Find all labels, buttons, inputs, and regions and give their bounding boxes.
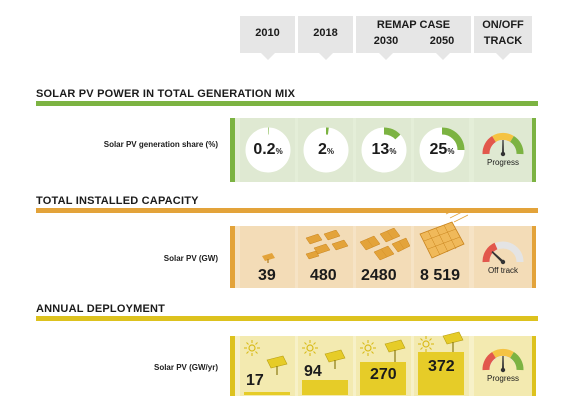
- panel-edge: [230, 226, 235, 288]
- panel-edge: [531, 118, 536, 182]
- donut-share-arc: [419, 127, 465, 173]
- deployment-value-2018: 94: [304, 363, 322, 380]
- row-label-generation-share: Solar PV generation share (%): [103, 140, 218, 149]
- solar-panel-icon: [359, 228, 410, 261]
- capacity-value-2050: 8 519: [420, 267, 461, 284]
- deployment-panel: 17 94 270 372 Progress: [230, 331, 536, 396]
- gauge-icon: [482, 348, 524, 373]
- deployment-bar-2050: [418, 352, 464, 395]
- header-pointer: [379, 53, 393, 60]
- solar-panel-icon: [324, 349, 346, 369]
- section-divider: [36, 316, 538, 321]
- sun-icon: [418, 336, 434, 352]
- share-donut-2050: [419, 127, 465, 173]
- gauge-icon: [482, 132, 524, 157]
- solar-panel-icon: [384, 339, 406, 362]
- section-divider: [36, 208, 538, 213]
- share-donut-2010: [245, 127, 291, 173]
- deployment-value-2030: 270: [370, 366, 397, 383]
- header-pointer: [436, 53, 450, 60]
- section-divider: [36, 101, 538, 106]
- share-donut-2030: [361, 127, 407, 173]
- track-status-label: Progress: [486, 374, 519, 383]
- capacity-value-2030: 2480: [361, 267, 397, 284]
- sun-icon: [302, 340, 318, 356]
- column-header-remap-case: REMAP CASE 2030 2050: [356, 16, 471, 53]
- share-value-2050: 25%: [429, 141, 455, 158]
- section-title-installed-capacity: TOTAL INSTALLED CAPACITY: [36, 195, 199, 207]
- generation-share-panel: 0.2% 2% 13% 25% Progress: [230, 118, 536, 182]
- deployment-value-2050: 372: [428, 358, 455, 375]
- solar-panel-icon: [442, 331, 464, 352]
- column-header-track: ON/OFF TRACK: [474, 16, 532, 60]
- capacity-panel: 39 480 2480 8 519 Off track: [230, 212, 536, 288]
- panel-edge: [230, 336, 235, 396]
- track-status-label: Progress: [486, 158, 519, 167]
- donut-share-arc: [245, 127, 291, 173]
- sun-icon: [360, 340, 376, 356]
- track-label: TRACK: [483, 35, 523, 47]
- solar-panel-icon: [419, 212, 468, 259]
- remap-case-label: REMAP CASE: [376, 19, 451, 31]
- solar-panel-icon: [262, 253, 275, 263]
- gauge-icon: [482, 241, 524, 265]
- year-label: 2018: [313, 27, 338, 39]
- donut-share-arc: [303, 127, 349, 173]
- capacity-value-2018: 480: [310, 267, 337, 284]
- panel-edge: [531, 226, 536, 288]
- deployment-value-2010: 17: [246, 372, 264, 389]
- share-donut-2018: [303, 127, 349, 173]
- section-title-generation-mix: SOLAR PV POWER IN TOTAL GENERATION MIX: [36, 88, 296, 100]
- panel-edge: [531, 336, 536, 396]
- on-off-label: ON/OFF: [482, 19, 524, 31]
- share-value-2030: 13%: [371, 141, 397, 158]
- capacity-value-2010: 39: [258, 267, 276, 284]
- share-value-2010: 0.2%: [253, 141, 283, 158]
- share-value-2018: 2%: [317, 141, 335, 158]
- year-label: 2010: [255, 27, 280, 39]
- deployment-bar-2010: [244, 392, 290, 395]
- sun-icon: [244, 340, 260, 356]
- track-status-label: Off track: [487, 266, 519, 275]
- column-header-2010: 2010: [240, 16, 295, 60]
- donut-share-arc: [361, 127, 407, 173]
- section-title-annual-deployment: ANNUAL DEPLOYMENT: [36, 303, 166, 315]
- solar-panel-icon: [305, 230, 349, 260]
- year-label: 2050: [429, 35, 455, 47]
- row-label-capacity: Solar PV (GW): [163, 254, 218, 263]
- solar-panel-icon: [266, 355, 288, 375]
- deployment-bar-2018: [302, 380, 348, 395]
- row-label-deployment: Solar PV (GW/yr): [153, 363, 218, 372]
- column-header-2018: 2018: [298, 16, 353, 60]
- year-label: 2030: [373, 35, 399, 47]
- panel-edge: [230, 118, 235, 182]
- deployment-bar-2030: [360, 362, 406, 395]
